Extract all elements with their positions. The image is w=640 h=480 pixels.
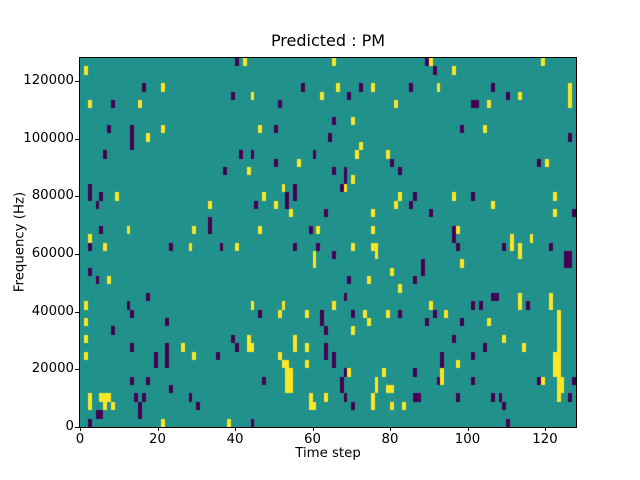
x-tick-label: 20 <box>149 432 166 447</box>
y-tick-label: 80000 <box>31 188 74 204</box>
y-tick-label: 100000 <box>23 130 74 146</box>
y-tick-label: 40000 <box>31 303 74 319</box>
heatmap-canvas <box>80 58 576 427</box>
x-tick-label: 100 <box>454 432 481 447</box>
x-tick-label: 120 <box>532 432 558 447</box>
y-tick-mark <box>75 81 79 83</box>
x-tick-label: 40 <box>226 432 244 447</box>
x-tick-mark <box>235 427 236 431</box>
y-axis-label: Frequency (Hz) <box>12 191 28 293</box>
x-tick-label: 80 <box>381 432 399 447</box>
y-tick-label: 60000 <box>31 246 74 262</box>
x-tick-mark <box>80 427 81 431</box>
x-tick-label: 0 <box>75 432 85 447</box>
plot-area <box>79 57 577 428</box>
y-tick-mark <box>75 196 79 198</box>
y-tick-label: 20000 <box>31 361 74 377</box>
y-tick-mark <box>75 138 79 140</box>
x-tick-mark <box>157 427 159 431</box>
plot-title: Predicted : PM <box>270 31 386 50</box>
x-tick-label: 60 <box>304 432 321 447</box>
x-axis-label: Time step <box>295 446 361 461</box>
y-tick-label: 120000 <box>23 73 74 89</box>
y-tick-mark <box>75 254 79 256</box>
x-tick-mark <box>467 427 469 431</box>
y-tick-mark <box>75 311 79 313</box>
y-tick-mark <box>75 369 79 371</box>
y-tick-mark <box>75 427 79 428</box>
y-tick-label: 0 <box>65 419 74 434</box>
x-tick-mark <box>312 427 314 431</box>
x-tick-mark <box>545 427 546 431</box>
x-tick-mark <box>390 427 391 431</box>
